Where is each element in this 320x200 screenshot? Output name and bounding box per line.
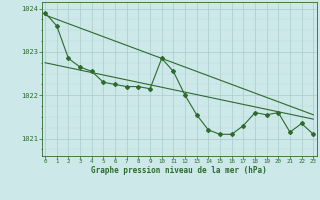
X-axis label: Graphe pression niveau de la mer (hPa): Graphe pression niveau de la mer (hPa) xyxy=(91,166,267,175)
